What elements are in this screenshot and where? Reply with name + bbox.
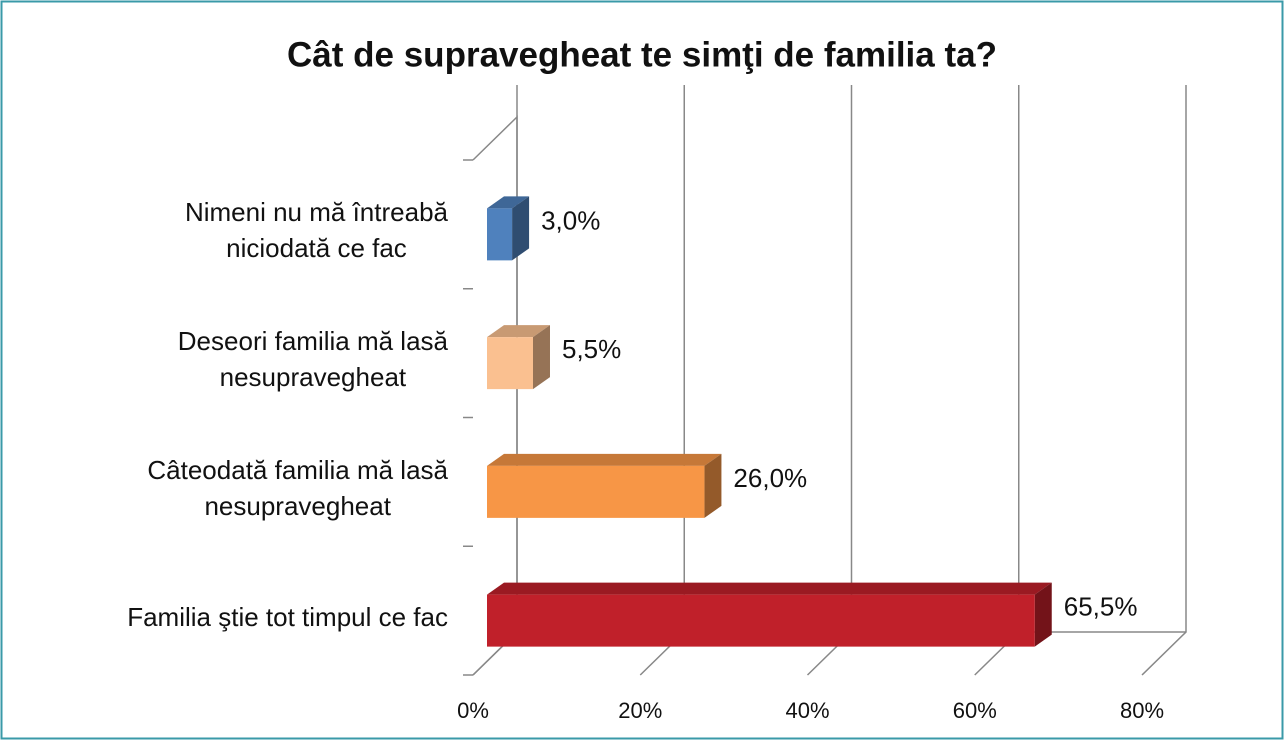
bar	[487, 594, 1035, 647]
bar-side	[532, 325, 550, 390]
bar-side	[704, 453, 722, 518]
chart-title: Cât de supravegheat te simţi de familia …	[287, 35, 997, 74]
x-tick-label: 40%	[785, 698, 829, 723]
x-tick-label: 20%	[618, 698, 662, 723]
x-tick-label: 0%	[457, 698, 489, 723]
value-label: 5,5%	[562, 334, 621, 364]
bar-top	[487, 325, 550, 338]
bar	[487, 208, 513, 261]
bar	[487, 337, 533, 390]
x-tick-label: 60%	[953, 698, 997, 723]
value-label: 26,0%	[733, 463, 807, 493]
grid-line	[1141, 85, 1187, 676]
x-tick-label: 80%	[1120, 698, 1164, 723]
value-label: 65,5%	[1064, 592, 1138, 622]
category-label: Deseori familia mă lasă nesupravegheat	[177, 326, 448, 393]
bar-top	[487, 582, 1052, 595]
category-label: Nimeni nu mă întreabă niciodată ce fac	[184, 197, 448, 264]
bar-top	[487, 196, 530, 209]
bar	[487, 465, 705, 518]
bar-side	[512, 196, 530, 261]
bar-top	[487, 453, 722, 466]
category-label: Familia ştie tot timpul ce fac	[127, 601, 448, 632]
bar-side	[1034, 582, 1052, 647]
category-label: Câteodată familia mă lasă nesupravegheat	[147, 454, 448, 521]
value-label: 3,0%	[541, 205, 600, 235]
